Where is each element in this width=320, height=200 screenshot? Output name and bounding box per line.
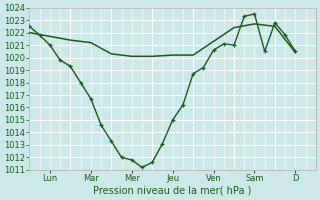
X-axis label: Pression niveau de la mer( hPa ): Pression niveau de la mer( hPa ): [93, 186, 252, 196]
